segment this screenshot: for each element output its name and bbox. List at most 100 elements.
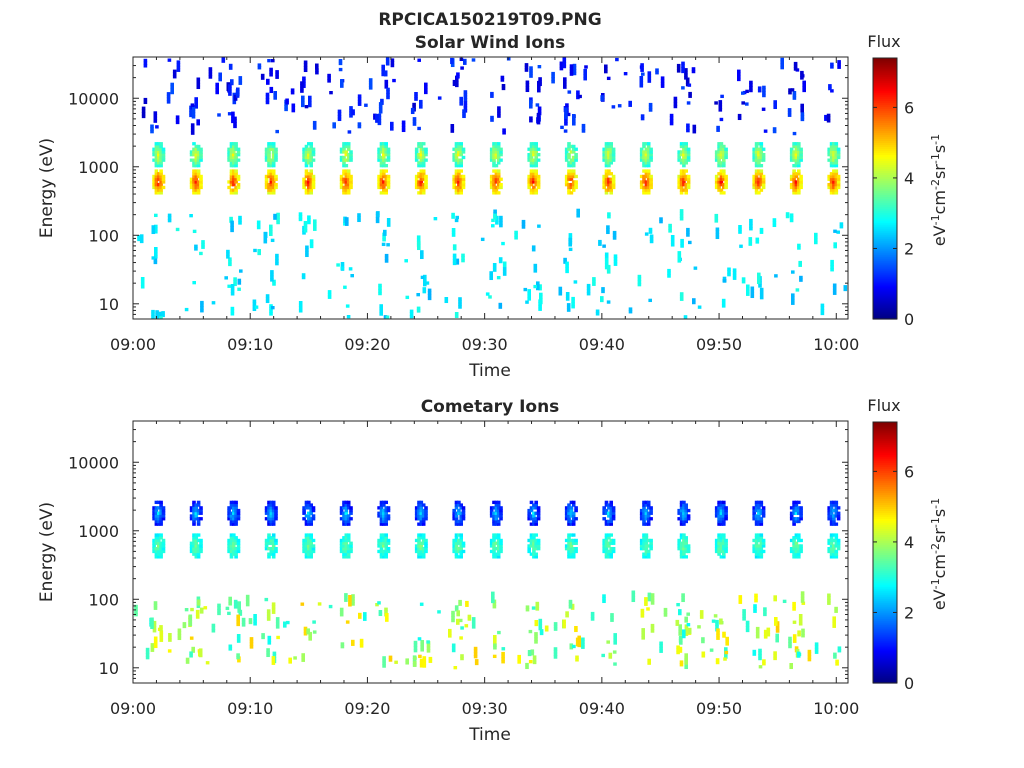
heatmap-cell	[792, 172, 796, 176]
heatmap-cell	[569, 549, 574, 554]
heatmap-cell	[682, 503, 686, 507]
heatmap-cell	[794, 500, 799, 505]
heatmap-cell	[835, 659, 839, 663]
heatmap-cell	[502, 272, 507, 276]
heatmap-cell	[675, 619, 680, 624]
heatmap-cell	[788, 642, 792, 646]
heatmap-cell	[154, 555, 159, 559]
heatmap-cell	[686, 147, 691, 151]
heatmap-cell	[378, 612, 383, 617]
heatmap-cell	[301, 658, 305, 662]
heatmap-cell	[532, 191, 536, 195]
colorbar-swatch	[873, 622, 897, 626]
colorbar-swatch	[873, 502, 897, 505]
heatmap-cell	[681, 86, 685, 90]
colorbar-swatch	[873, 592, 897, 596]
heatmap-cell	[499, 221, 503, 225]
heatmap-cell	[682, 155, 686, 160]
heatmap-cell	[342, 511, 346, 515]
heatmap-cell	[228, 92, 232, 96]
heatmap-cell	[421, 147, 426, 151]
heatmap-cell	[752, 511, 756, 515]
heatmap-cell	[761, 185, 766, 190]
heatmap-cell	[682, 514, 686, 518]
heatmap-cell	[722, 172, 726, 176]
heatmap-cell	[313, 224, 317, 229]
heatmap-cell	[532, 177, 536, 181]
heatmap-cell	[191, 646, 195, 651]
heatmap-cell	[196, 604, 201, 609]
heatmap-cell	[789, 158, 794, 162]
heatmap-cell	[457, 191, 461, 195]
heatmap-cell	[263, 234, 268, 238]
heatmap-cell	[679, 161, 684, 165]
heatmap-cell	[302, 183, 306, 187]
heatmap-cell	[346, 544, 351, 548]
heatmap-cell	[199, 183, 203, 187]
heatmap-cell	[306, 631, 310, 635]
heatmap-cell	[457, 177, 461, 181]
heatmap-cell	[602, 517, 606, 521]
heatmap-cell	[217, 609, 221, 613]
heatmap-cell	[607, 144, 611, 149]
heatmap-cell	[527, 514, 531, 518]
heatmap-cell	[498, 259, 503, 264]
heatmap-cell	[613, 254, 618, 258]
heatmap-cell	[386, 243, 390, 247]
heatmap-cell	[601, 287, 605, 291]
heatmap-cell	[604, 266, 609, 270]
colorbar-swatch	[873, 540, 897, 544]
colorbar-swatch	[873, 534, 897, 538]
heatmap-cell	[307, 174, 311, 179]
heatmap-cell	[794, 544, 799, 548]
heatmap-cell	[201, 242, 205, 247]
colorbar-swatch	[873, 642, 897, 646]
heatmap-cell	[534, 640, 538, 644]
heatmap-cell	[269, 517, 274, 521]
heatmap-cell	[792, 541, 796, 545]
heatmap-cell	[797, 519, 801, 524]
heatmap-cell	[422, 290, 427, 294]
heatmap-cell	[452, 549, 456, 554]
heatmap-cell	[192, 511, 196, 515]
heatmap-cell	[271, 658, 276, 663]
heatmap-cell	[792, 544, 796, 548]
heatmap-cell	[269, 172, 274, 176]
heatmap-cell	[141, 106, 146, 110]
heatmap-cell	[227, 158, 231, 162]
heatmap-cell	[746, 284, 750, 288]
heatmap-cell	[534, 164, 538, 168]
heatmap-cell	[682, 500, 686, 505]
heatmap-cell	[534, 620, 539, 624]
heatmap-cell	[737, 77, 741, 82]
heatmap-cell	[682, 632, 686, 636]
heatmap-cell	[236, 636, 241, 641]
heatmap-cell	[798, 614, 803, 618]
heatmap-cell	[575, 658, 579, 662]
heatmap-cell	[834, 150, 839, 154]
heatmap-cell	[234, 519, 238, 524]
heatmap-cell	[140, 279, 145, 284]
heatmap-cell	[459, 517, 463, 521]
heatmap-cell	[684, 185, 688, 190]
heatmap-cell	[161, 538, 166, 543]
heatmap-cell	[759, 188, 764, 192]
heatmap-cell	[537, 109, 542, 113]
heatmap-cell	[267, 147, 271, 151]
heatmap-cell	[349, 111, 353, 115]
heatmap-cell	[609, 188, 613, 192]
heatmap-cell	[424, 177, 428, 181]
heatmap-cell	[773, 654, 777, 658]
heatmap-cell	[525, 605, 530, 609]
heatmap-cell	[534, 634, 538, 639]
heatmap-cell	[311, 183, 316, 187]
heatmap-cell	[646, 188, 651, 192]
heatmap-cell	[211, 623, 216, 628]
heatmap-cell	[424, 506, 428, 510]
heatmap-cell	[159, 517, 163, 521]
heatmap-cell	[412, 119, 417, 124]
heatmap-cell	[304, 555, 309, 559]
heatmap-cell	[451, 228, 456, 232]
heatmap-cell	[763, 635, 768, 639]
heatmap-cell	[384, 517, 388, 521]
